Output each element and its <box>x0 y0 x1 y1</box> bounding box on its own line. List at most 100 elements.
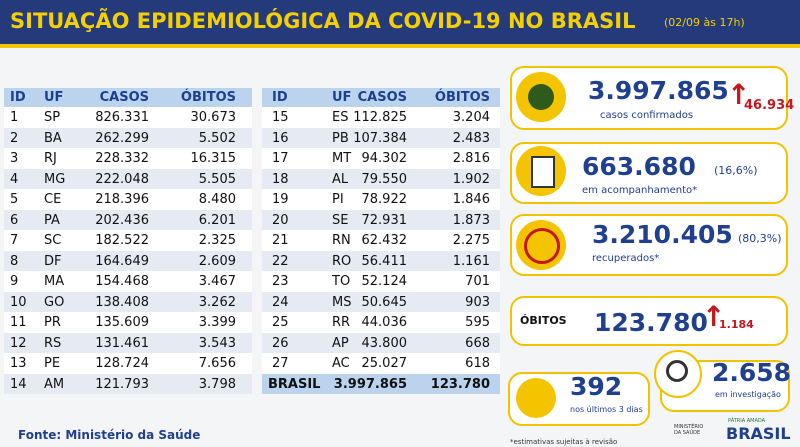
cell: 44.036 <box>361 315 408 330</box>
cell: 50.645 <box>361 294 408 310</box>
cell: 6 <box>10 212 19 228</box>
column-header: UF <box>44 90 64 105</box>
cell: 12 <box>10 335 27 351</box>
cell: 15 <box>272 110 289 125</box>
cell: 79.550 <box>361 171 408 187</box>
total-cell: 3.997.865 <box>333 376 407 392</box>
title: SITUAÇÃO EPIDEMIOLÓGICA DA COVID-19 NO B… <box>10 9 636 33</box>
cell: BA <box>44 130 62 146</box>
cell: GO <box>44 294 65 310</box>
table-row: 11 PR 135.609 3.399 <box>4 312 252 333</box>
cell: 3.262 <box>198 294 236 310</box>
country: BRASIL <box>726 424 791 443</box>
cell: 2.325 <box>198 233 236 248</box>
cell: MS <box>332 294 352 310</box>
cell: TO <box>332 274 351 289</box>
column-header: ÓBITOS <box>180 90 236 105</box>
cell: 94.302 <box>361 151 408 166</box>
cell: 182.522 <box>95 233 149 248</box>
cell: 26 <box>272 335 289 351</box>
cell: RS <box>44 335 62 351</box>
cell: 11 <box>10 315 27 330</box>
cell: 43.800 <box>361 335 408 351</box>
cell: DF <box>44 253 62 269</box>
header-row: ID UF CASOS ÓBITOS <box>262 88 500 107</box>
cell: 72.931 <box>361 212 408 228</box>
deaths-label: ÓBITOS <box>520 314 567 327</box>
calendar-icon <box>516 378 556 418</box>
cell: 2.816 <box>452 151 490 166</box>
table-row: 8 DF 164.649 2.609 <box>4 250 252 271</box>
cell: 903 <box>465 294 490 310</box>
cell: CE <box>44 192 62 207</box>
recovered-value: 3.210.405 <box>592 220 733 249</box>
table-row: 25 RR 44.036 595 <box>262 312 500 333</box>
cell: 3 <box>10 151 19 166</box>
cell: AC <box>332 356 350 371</box>
cell: SP <box>44 110 61 125</box>
cell: 62.432 <box>361 233 408 248</box>
cell: AM <box>44 376 65 392</box>
table-row: 1 SP 826.331 30.673 <box>4 107 252 128</box>
table-row: 6 PA 202.436 6.201 <box>4 209 252 230</box>
cell: 668 <box>465 335 490 351</box>
cell: 25 <box>272 315 289 330</box>
cell: 121.793 <box>95 376 149 392</box>
header-rule <box>0 44 800 48</box>
cell: 20 <box>272 212 289 228</box>
cell: 22 <box>272 253 289 269</box>
cell: SC <box>44 233 62 248</box>
cell: 13 <box>10 356 27 371</box>
cell: 164.649 <box>95 253 149 269</box>
cell: 3.204 <box>452 110 490 125</box>
column-header: ÓBITOS <box>434 90 490 105</box>
table-row: 22 RO 56.411 1.161 <box>262 250 500 271</box>
cell: 5.502 <box>198 130 236 146</box>
cell: 618 <box>465 356 490 371</box>
total-row: BRASIL 3.997.865 123.780 <box>262 373 500 394</box>
cell: 21 <box>272 233 289 248</box>
monitoring-value: 663.680 <box>582 152 696 181</box>
monitoring-percent: (16,6%) <box>714 164 758 177</box>
cell: 222.048 <box>95 171 149 187</box>
clipboard-icon <box>516 146 566 196</box>
cell: 56.411 <box>361 253 408 269</box>
cell: 30.673 <box>190 110 237 125</box>
cell: AL <box>332 171 349 187</box>
cell: ES <box>332 110 349 125</box>
cell: RN <box>332 233 351 248</box>
cell: 16.315 <box>190 151 237 166</box>
recovered-label: recuperados* <box>592 253 660 264</box>
table-row: 27 AC 25.027 618 <box>262 353 500 374</box>
cell: 8 <box>10 253 19 269</box>
column-header: UF <box>332 90 352 105</box>
recovered-icon <box>516 220 566 270</box>
card <box>510 296 788 346</box>
confirmed-new: 46.934 <box>744 98 795 113</box>
cell: 154.468 <box>95 274 149 289</box>
confirmed-label: casos confirmados <box>600 110 694 121</box>
cell: 135.609 <box>95 315 149 330</box>
header-row: ID UF CASOS ÓBITOS <box>4 88 252 107</box>
cell: 218.396 <box>95 192 149 207</box>
table-row: 20 SE 72.931 1.873 <box>262 209 500 230</box>
investigation-label: em investigação <box>715 390 781 399</box>
cell: 3.467 <box>198 274 236 289</box>
cell: 10 <box>10 294 27 310</box>
date: (02/09 às 17h) <box>664 16 745 29</box>
cell: 24 <box>272 294 289 310</box>
monitoring-label: em acompanhamento* <box>582 185 698 196</box>
note: *estimativas sujeitas à revisão <box>510 438 618 446</box>
cell: RJ <box>44 151 57 166</box>
cell: 1.161 <box>452 253 490 269</box>
deaths-new: 1.184 <box>719 318 754 331</box>
cell: MA <box>44 274 65 289</box>
cell: RR <box>332 315 351 330</box>
recent-deaths-value: 392 <box>570 372 623 401</box>
cell: 6.201 <box>198 212 236 228</box>
cell: 701 <box>465 274 490 289</box>
cell: 14 <box>10 376 27 392</box>
cell: 2.609 <box>198 253 236 269</box>
cell: 18 <box>272 171 289 187</box>
cell: PI <box>332 192 344 207</box>
